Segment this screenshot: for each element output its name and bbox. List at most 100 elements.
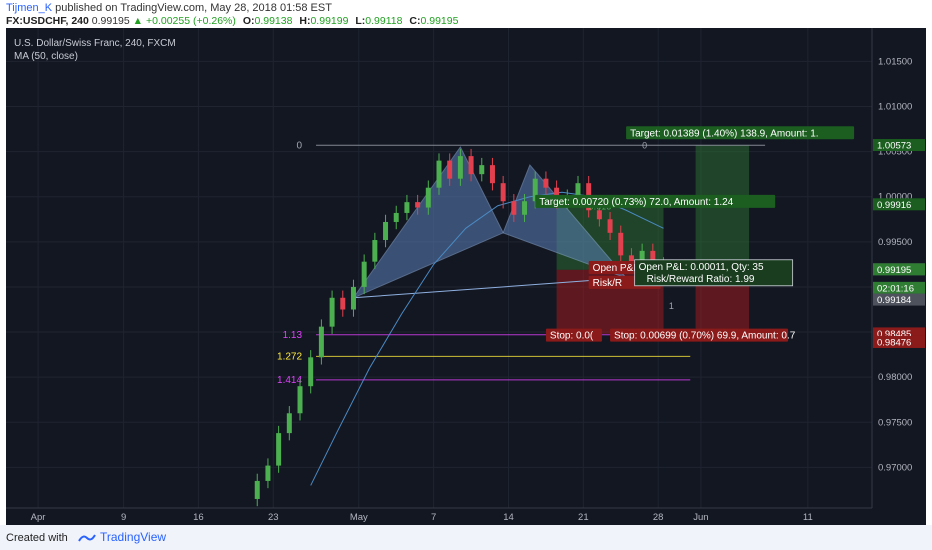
time-tick-3: 23 [268,512,279,523]
position-2-rr: Risk/R [593,278,622,289]
time-tick-5: 7 [431,512,436,523]
position-1-info-box [634,259,794,287]
harmonic-xd-line [353,277,627,299]
open-value: 0.99138 [254,15,293,27]
candle-body-28 [543,178,549,188]
time-axis-bg [6,508,926,525]
position-1-rr: Risk/Reward Ratio: 1.99 [647,274,755,285]
candle-body-29 [554,187,560,202]
high-label: H: [299,15,311,27]
tradingview-logo-icon [78,534,96,542]
created-with-text: Created with [6,532,68,544]
candle-body-23 [489,165,495,184]
candle-body-25 [511,201,517,215]
candle-body-7 [318,326,324,358]
position-1-stop-tag: Stop: 0.00699 (0.70%) 69.9, Amount: 0.7 [614,331,796,342]
publish-line: Tijmen_K published on TradingView.com, M… [6,2,332,14]
indicator-label[interactable]: MA (50, close) [14,51,78,62]
last-price: 0.99195 [91,15,130,27]
time-tick-7: 21 [578,512,589,523]
price-tick-1: 1.01000 [878,101,912,112]
price-label-5: 0.99184 [877,295,911,306]
candle-body-38 [650,250,656,265]
candle-body-18 [436,160,442,188]
price-tick-9: 0.97000 [878,462,912,473]
pattern-ratio-label-4: 1 [669,301,674,311]
fib-label-1: 1.13 [283,330,303,341]
price-label-6: 0.98485 [877,329,911,340]
close-value: 0.99195 [420,15,459,27]
position-2-open-pl: Open P&L [593,263,640,274]
fib-label-2: 1.272 [277,351,302,362]
position-1-target-tag: Target: 0.01389 (1.40%) 138.9, Amount: 1… [630,128,818,139]
price-label-bg-0 [873,139,925,152]
tradingview-brand-text: TradingView [100,530,167,544]
price-tick-7: 0.98000 [878,372,912,383]
time-tick-9: Jun [693,512,708,523]
price-label-7: 0.98476 [877,337,911,348]
harmonic-xab-triangle [352,146,504,299]
low-label: L: [355,15,366,27]
candle-body-15 [404,202,410,213]
time-tick-6: 14 [503,512,514,523]
position-2-target-tag-bg [535,194,776,208]
position-1-open-pl: Open P&L: 0.00011, Qty: 35 [639,262,764,273]
symbol-label: FX:USDCHF, 240 [6,15,89,27]
candle-body-3 [276,433,282,466]
time-tick-10: 11 [803,512,813,523]
author-link[interactable]: Tijmen_K [6,2,53,14]
position-2-stop-tag-bg [545,328,602,342]
candle-body-36 [628,255,634,265]
candle-body-19 [447,160,453,179]
candle-body-37 [639,250,645,265]
candle-body-9 [340,297,346,310]
fib-label-0: 0 [296,140,302,151]
candle-body-8 [329,297,335,327]
candle-body-35 [618,232,624,256]
ohlc-line: FX:USDCHF, 240 0.99195 ▲ +0.00255 (+0.26… [6,15,458,27]
position-2-target-tag: Target: 0.00720 (0.73%) 72.0, Amount: 1.… [539,197,733,208]
published-text: published on TradingView.com, May 28, 20… [55,2,332,14]
candle-body-26 [522,201,528,215]
candle-body-24 [500,183,506,202]
time-tick-2: 16 [193,512,204,523]
price-label-bg-5 [873,293,925,306]
time-tick-0: Apr [31,512,46,523]
position-1-target-tag-bg [626,126,855,140]
time-tick-4: May [350,512,368,523]
price-tick-4: 0.99500 [878,237,912,248]
price-tick-3: 1.00000 [878,192,912,203]
close-label: C: [409,15,421,27]
candle-body-11 [361,261,367,287]
price-axis-bg [872,28,926,525]
fib-label-3: 1.414 [277,375,302,386]
candle-body-10 [350,286,356,310]
price-label-bg-3 [873,263,925,276]
price-label-bg-4 [873,281,925,294]
price-tick-2: 1.00500 [878,147,912,158]
position-2-stop-tag: Stop: 0.0( [550,331,594,342]
pattern-ratio-label-2: 0 [642,140,647,150]
candle-body-5 [297,386,303,414]
price-label-bg-7 [873,335,925,348]
publish-header: Tijmen_K published on TradingView.com, M… [0,0,932,28]
candle-body-31 [575,183,581,197]
candle-body-1 [254,480,260,499]
price-tick-8: 0.97500 [878,417,912,428]
time-tick-1: 9 [121,512,126,523]
candle-body-20 [457,156,463,179]
candle-body-21 [468,156,474,175]
change-value: ▲ +0.00255 (+0.26%) [132,15,236,27]
candle-body-6 [308,357,314,387]
candle-body-34 [607,219,613,233]
candle-body-17 [425,187,431,208]
candle-body-16 [415,202,421,208]
price-label-1: 0.99916 [877,200,911,211]
high-value: 0.99199 [310,15,349,27]
candle-body-2 [265,465,271,481]
candle-body-33 [596,210,602,220]
low-value: 0.99118 [365,15,403,27]
tradingview-brand[interactable]: TradingView [78,530,166,544]
